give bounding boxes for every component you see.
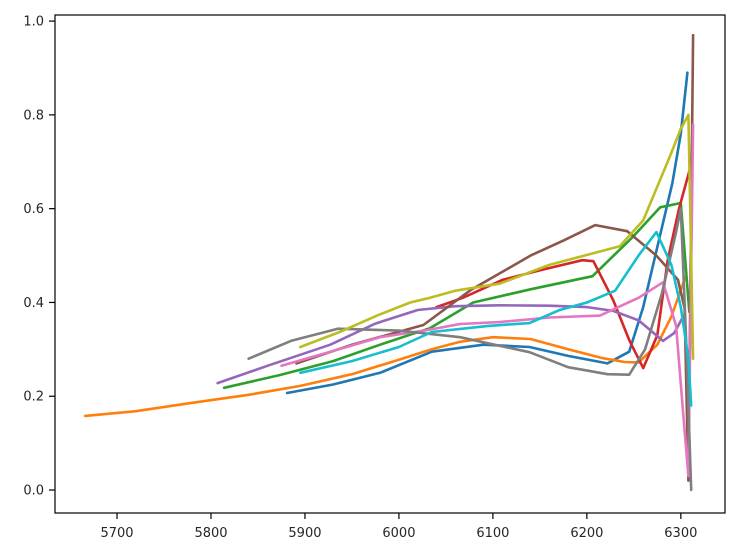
series-group xyxy=(83,33,695,492)
y-tick-label: 0.0 xyxy=(23,484,44,499)
series-07-pink xyxy=(280,123,695,478)
y-tick-label: 0.6 xyxy=(23,202,44,217)
x-tick-label: 5800 xyxy=(194,526,227,541)
axes-spines xyxy=(54,14,726,514)
y-tick-label: 0.2 xyxy=(23,390,44,405)
x-tick-label: 6100 xyxy=(476,526,509,541)
series-09-olive xyxy=(298,113,695,361)
axes-group: 5700 5800 5900 6000 6100 6200 6300 0.0 0.2 0.4 0.6… xyxy=(23,14,726,541)
series-10-cyan xyxy=(298,230,693,407)
x-tick-label: 5900 xyxy=(288,526,321,541)
series-04-red xyxy=(435,169,691,370)
x-tick-label: 6200 xyxy=(570,526,603,541)
series-05-purple xyxy=(216,303,686,385)
series-01-blue xyxy=(285,71,689,395)
series-08-gray xyxy=(247,207,693,492)
y-tick-label: 0.8 xyxy=(23,108,44,123)
x-tick-label: 6000 xyxy=(382,526,415,541)
x-tick-label: 6300 xyxy=(664,526,697,541)
x-tick-label: 5700 xyxy=(100,526,133,541)
y-tick-label: 1.0 xyxy=(23,15,44,30)
series-03-green xyxy=(222,201,691,390)
y-tick-label: 0.4 xyxy=(23,296,44,311)
